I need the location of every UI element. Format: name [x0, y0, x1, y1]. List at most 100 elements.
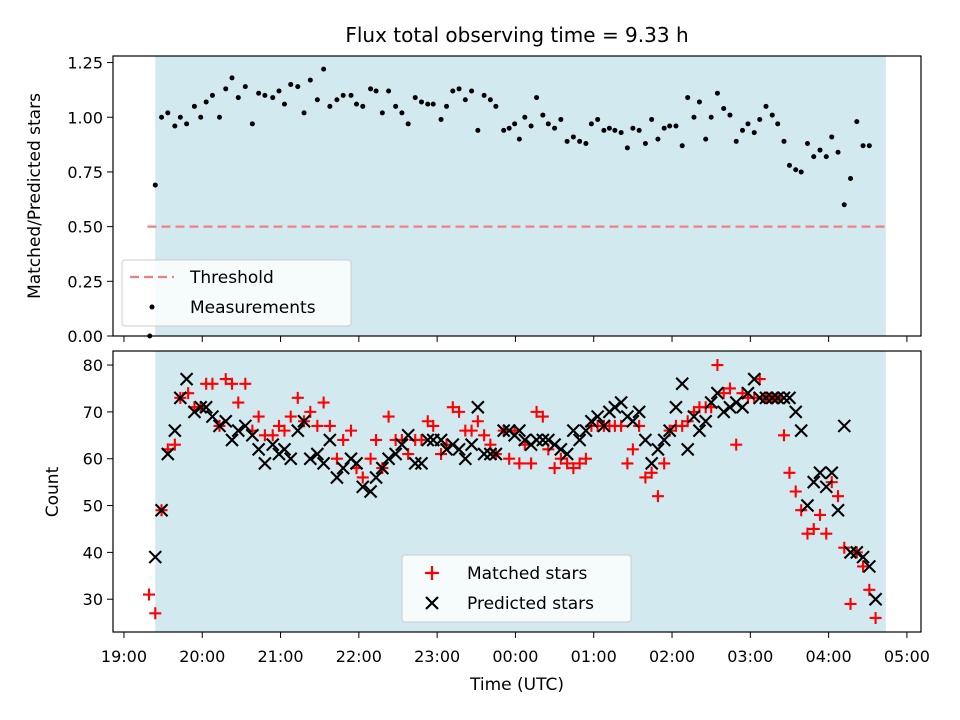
measurement-point: [501, 127, 507, 133]
measurement-point: [793, 167, 799, 173]
top-x-ticks: [123, 336, 908, 342]
predicted-star-point: [825, 466, 839, 480]
matched-star-point: [777, 429, 790, 442]
measurement-point: [655, 136, 661, 142]
legend-matched-label: Matched stars: [467, 564, 587, 584]
predicted-star-point: [862, 559, 877, 574]
matched-star-point: [311, 419, 324, 432]
measurement-point: [714, 90, 720, 96]
predicted-star-point: [680, 442, 695, 457]
matched-star-point: [168, 438, 181, 451]
predicted-star-point: [452, 442, 466, 457]
predicted-star-point: [231, 423, 246, 438]
measurement-point: [540, 112, 546, 118]
predicted-star-point: [316, 456, 331, 471]
predicted-star-point: [408, 456, 422, 471]
matched-star-point: [337, 433, 350, 446]
measurement-point: [703, 136, 709, 142]
measurement-point: [679, 143, 685, 149]
predicted-star-point: [657, 433, 671, 447]
predicted-star-point: [597, 419, 611, 433]
measurement-point: [469, 88, 475, 94]
matched-star-point: [820, 527, 833, 540]
matched-star-point: [446, 401, 459, 414]
measurement-point: [624, 145, 630, 151]
measurement-point: [399, 110, 405, 116]
matched-star-point: [579, 452, 592, 465]
measurement-point: [522, 114, 528, 120]
predicted-star-point: [669, 400, 683, 414]
measurement-point: [854, 119, 860, 125]
measurement-point: [412, 95, 418, 101]
measurement-point: [216, 114, 222, 120]
measurement-point: [618, 130, 624, 136]
measurement-point: [775, 121, 781, 127]
predicted-star-point: [632, 405, 646, 419]
matched-star-point: [681, 415, 694, 428]
top-legend-box: [121, 259, 352, 327]
measurement-point: [512, 121, 518, 127]
matched-star-point: [465, 424, 478, 437]
predicted-star-point: [212, 419, 227, 433]
matched-star-point: [795, 504, 808, 517]
matched-star-point: [844, 597, 857, 610]
y-tick-label: 30: [83, 590, 103, 609]
measurement-point: [708, 114, 714, 120]
measurement-point: [817, 147, 823, 153]
matched-star-point: [503, 452, 516, 465]
predicted-star-point: [692, 423, 707, 438]
predicted-star-point: [265, 437, 280, 452]
y-tick-label: 0.50: [67, 218, 103, 237]
predicted-star-point: [590, 409, 605, 424]
x-tick-label: 23:00: [414, 647, 460, 666]
legend-measurements-label: Measurements: [190, 298, 316, 318]
y-tick-label: 0.00: [67, 327, 103, 346]
predicted-star-point: [687, 409, 701, 424]
predicted-star-point: [434, 433, 448, 447]
matched-star-point: [711, 359, 724, 372]
measurement-point: [475, 127, 481, 133]
predicted-star-point: [729, 395, 743, 410]
predicted-star-point: [483, 447, 498, 461]
measurement-point: [835, 149, 841, 155]
bottom-y-ticks: 30 40 50 60 70 80: [83, 356, 113, 609]
measurement-point: [493, 103, 499, 109]
measurement-point: [301, 110, 307, 116]
matched-star-point: [548, 462, 561, 475]
predicted-star-point: [148, 550, 163, 564]
matched-star-point: [536, 410, 549, 423]
chart-title: Flux total observing time = 9.33 h: [345, 23, 688, 47]
measurement-point: [314, 97, 320, 103]
predicted-star-point: [154, 503, 169, 517]
predicted-star-point: [644, 456, 659, 471]
measurement-point: [242, 84, 248, 90]
measurement-point: [769, 112, 775, 118]
measurement-point: [379, 110, 385, 116]
predicted-star-point: [161, 447, 175, 461]
matched-star-point: [832, 490, 845, 503]
top-legend: Threshold Measurements: [121, 259, 352, 327]
predicted-star-point: [187, 405, 202, 419]
measurement-point: [209, 92, 215, 98]
matched-star-point: [143, 588, 156, 601]
measurement-point: [739, 127, 745, 133]
predicted-star-point: [464, 437, 479, 452]
predicted-star-point: [471, 400, 485, 414]
matched-star-point: [239, 377, 252, 390]
predicted-star-point: [356, 480, 370, 494]
measurement-point: [334, 97, 340, 103]
measurement-point: [256, 90, 262, 96]
predicted-star-point: [310, 447, 325, 461]
matched-star-point: [317, 396, 330, 409]
measurement-point: [848, 176, 854, 181]
predicted-star-point: [806, 475, 821, 489]
y-tick-label: 50: [83, 497, 103, 516]
matched-star-point: [561, 457, 574, 470]
bottom-axes-frame: [112, 350, 922, 633]
predicted-star-point: [283, 451, 298, 466]
predicted-star-point: [651, 442, 665, 457]
predicted-star-point: [330, 470, 344, 485]
measurement-point: [798, 169, 804, 175]
measurement-point: [270, 95, 276, 101]
measurement-point: [321, 66, 327, 72]
